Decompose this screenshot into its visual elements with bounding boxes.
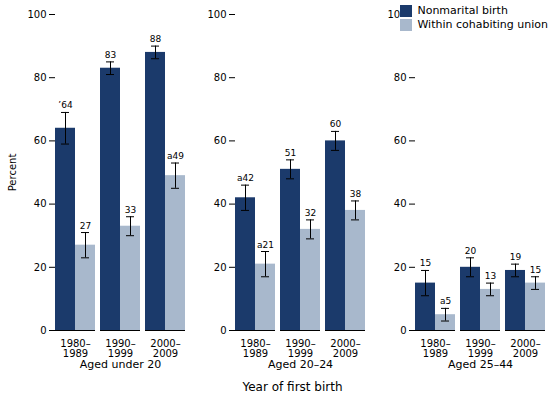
svg-text:1990–1999: 1990–1999	[465, 338, 495, 359]
svg-text:19: 19	[510, 252, 522, 262]
svg-text:60: 60	[394, 135, 407, 146]
svg-text:a42: a42	[237, 173, 254, 183]
svg-text:40: 40	[214, 198, 227, 209]
html-text:Nonmarital birth: Nonmarital birth	[417, 4, 508, 17]
svg-text:100: 100	[387, 8, 407, 20]
svg-text:a49: a49	[167, 151, 184, 161]
svg-text:1980–1989: 1980–1989	[60, 338, 90, 359]
svg-text:40: 40	[394, 198, 407, 209]
svg-text:13: 13	[485, 271, 496, 281]
svg-text:1980–1989: 1980–1989	[420, 338, 450, 359]
svg-text:100: 100	[27, 9, 46, 20]
svg-text:27: 27	[80, 221, 91, 231]
svg-text:80: 80	[34, 72, 47, 83]
svg-text:’64: ’64	[58, 100, 73, 110]
svg-text:80: 80	[394, 72, 407, 83]
svg-text:20: 20	[394, 262, 407, 273]
svg-text:20: 20	[34, 262, 47, 273]
svg-text:0: 0	[40, 325, 46, 336]
svg-text:38: 38	[350, 189, 362, 199]
svg-text:1980–1989: 1980–1989	[240, 338, 270, 359]
svg-text:Aged 20–24: Aged 20–24	[268, 358, 333, 371]
svg-text:Aged under 20: Aged under 20	[80, 358, 161, 371]
svg-text:a5: a5	[440, 296, 451, 306]
svg-text:83: 83	[105, 50, 116, 60]
svg-text:80: 80	[214, 72, 227, 83]
svg-text:2000–2009: 2000–2009	[330, 338, 360, 359]
svg-text:1990–1999: 1990–1999	[285, 338, 315, 359]
svg-text:40: 40	[34, 198, 47, 209]
svg-text:33: 33	[125, 205, 136, 215]
svg-text:Aged 25–44: Aged 25–44	[448, 358, 513, 371]
svg-text:51: 51	[285, 148, 296, 158]
svg-text:20: 20	[214, 262, 227, 273]
svg-text:0: 0	[400, 325, 406, 336]
svg-text:2000–2009: 2000–2009	[510, 338, 540, 359]
svg-text:15: 15	[530, 265, 541, 275]
svg-text:20: 20	[465, 246, 477, 256]
html-text:Year of first birth: Year of first birth	[242, 380, 343, 394]
svg-text:2000–2009: 2000–2009	[150, 338, 180, 359]
svg-text:0: 0	[220, 325, 226, 336]
svg-text:15: 15	[420, 258, 431, 268]
svg-text:1990–1999: 1990–1999	[105, 338, 135, 359]
svg-text:60: 60	[34, 135, 47, 146]
svg-text:32: 32	[305, 208, 316, 218]
svg-text:Percent: Percent	[7, 154, 18, 192]
svg-text:60: 60	[214, 135, 227, 146]
svg-text:100: 100	[207, 9, 226, 20]
svg-text:88: 88	[150, 34, 162, 44]
svg-text:a21: a21	[257, 240, 274, 250]
svg-text:60: 60	[330, 119, 342, 129]
html-text:Within cohabiting union: Within cohabiting union	[417, 18, 548, 31]
